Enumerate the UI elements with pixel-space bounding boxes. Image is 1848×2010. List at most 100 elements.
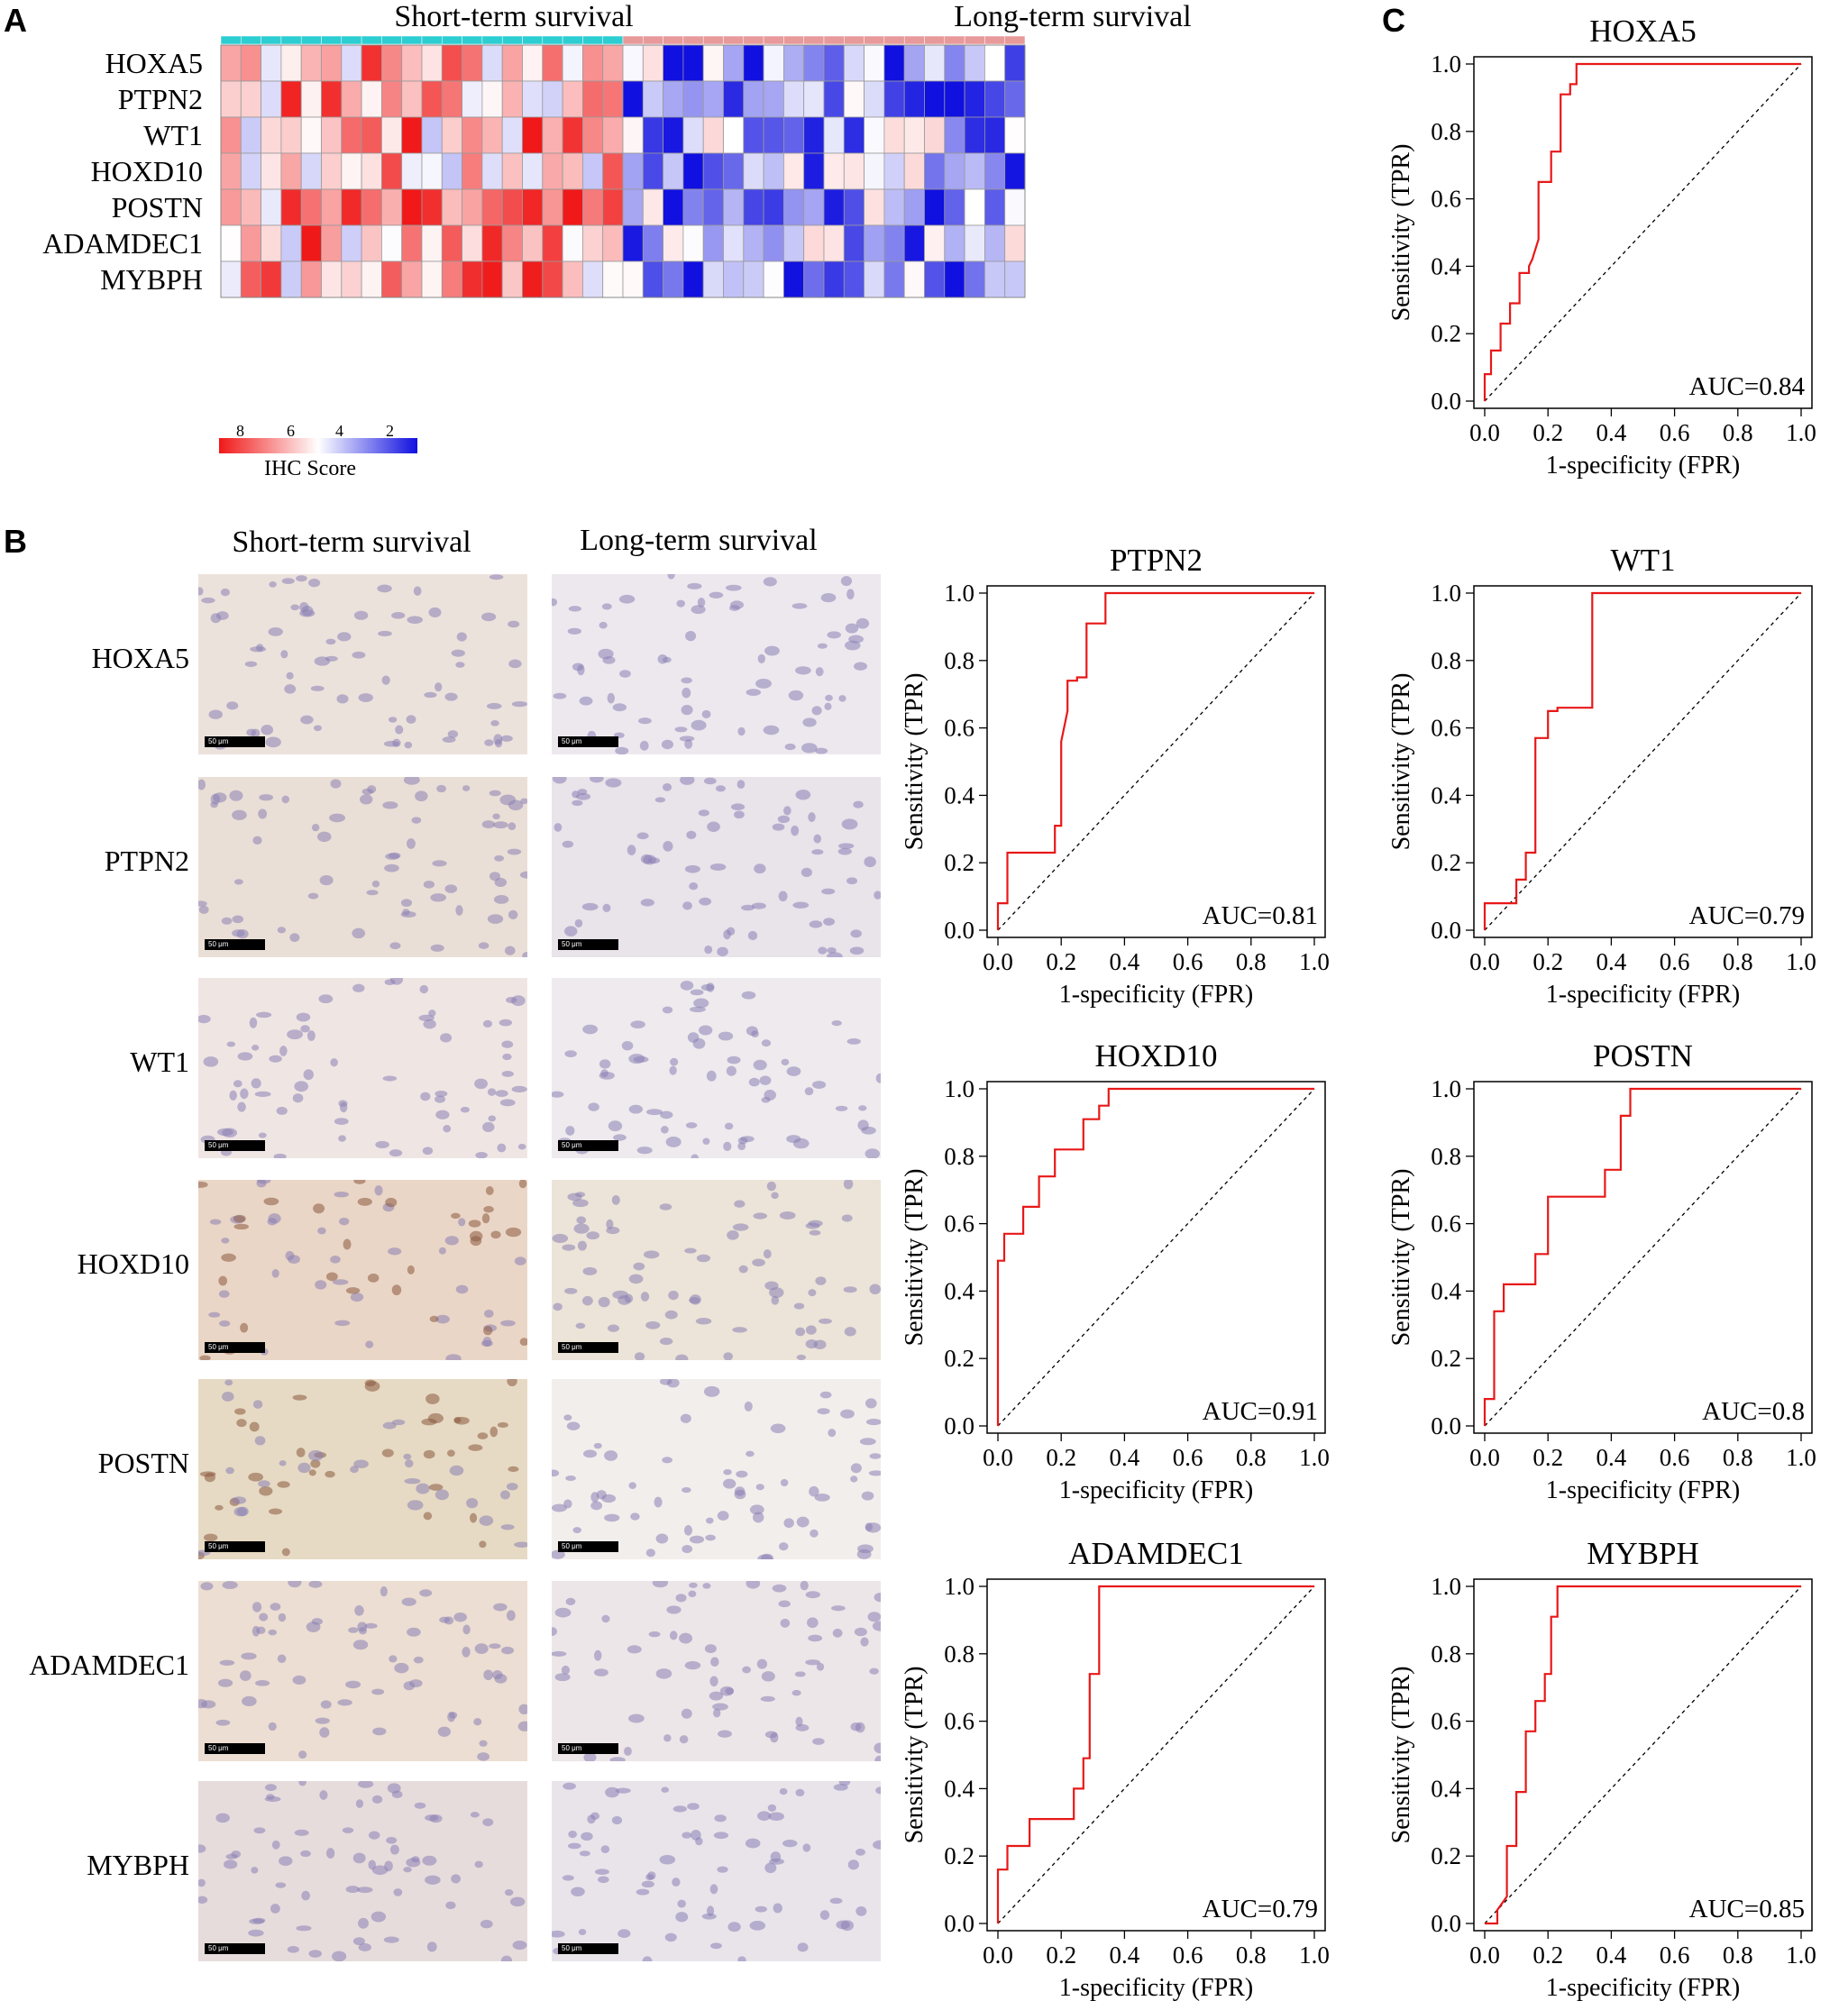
cell-nucleus [855,1849,865,1856]
group-bar-long [643,35,663,45]
heatmap-cell [361,224,382,262]
cell-nucleus [611,1194,620,1205]
ihc-col-title-long: Long-term survival [580,524,818,557]
group-bar-long [883,35,905,45]
heatmap-cell [220,260,242,298]
heatmap-cell [481,152,503,190]
heatmap-cell [803,188,825,226]
x-tick-label: 0.0 [1469,419,1500,446]
cell-nucleus [198,587,204,596]
cell-nucleus [590,1501,603,1511]
heatmap-cell [743,80,764,118]
auc-label: AUC=0.85 [1689,1895,1805,1923]
cell-nucleus [593,1442,602,1449]
cell-nucleus [615,746,629,754]
cell-nucleus [284,684,297,694]
heatmap-cell [321,80,343,118]
cell-nucleus [684,1661,701,1670]
cell-nucleus [391,612,406,619]
cell-nucleus [679,1632,693,1644]
cell-nucleus [381,675,390,685]
cell-nucleus [236,1419,247,1428]
heatmap-cell [602,116,624,154]
x-tick-label: 0.2 [1046,1941,1076,1969]
heatmap-cell [783,152,805,190]
cell-nucleus [824,702,832,711]
cell-nucleus [788,690,804,701]
cell-nucleus [791,603,808,609]
cell-nucleus [308,1950,322,1958]
panel-letter-b: B [4,523,27,560]
cell-nucleus [367,1273,380,1283]
x-axis-label: 1-specificity (FPR) [1059,1476,1253,1504]
cell-nucleus [690,1006,706,1013]
cell-nucleus [562,1244,576,1251]
group-bar-short [300,35,322,45]
cell-nucleus [575,1322,586,1329]
cell-nucleus [657,653,668,664]
cell-nucleus [519,1338,527,1346]
cell-nucleus [489,574,504,580]
cell-nucleus [371,1865,389,1876]
cell-nucleus [279,1046,288,1056]
cell-nucleus [308,1581,323,1588]
x-tick-label: 0.6 [1173,948,1203,975]
cell-nucleus [837,847,852,855]
cell-nucleus [233,1214,246,1223]
cell-nucleus [792,901,810,909]
cell-nucleus [416,1483,430,1494]
cell-nucleus [764,645,780,656]
y-tick-label: 1.0 [944,1075,974,1102]
cell-nucleus [406,838,416,849]
cell-nucleus [777,815,791,824]
cell-nucleus [234,1408,246,1415]
cell-nucleus [734,1486,746,1496]
cell-nucleus [506,1483,518,1491]
ihc-row-label: ADAMDEC1 [29,1649,189,1681]
panel-letter-c: C [1382,2,1405,39]
heatmap-cell [421,260,443,298]
cell-nucleus [485,1186,494,1195]
cell-nucleus [358,693,373,702]
cell-nucleus [602,903,611,913]
cell-nucleus [264,1784,277,1791]
cell-nucleus [683,1525,692,1536]
cell-nucleus [854,662,868,671]
x-tick-label: 0.4 [1596,948,1627,975]
cell-nucleus [237,1052,253,1061]
heatmap-cell [763,224,784,262]
cell-nucleus [403,777,420,785]
cell-nucleus [680,1413,691,1423]
y-tick-label: 0.0 [1431,388,1461,415]
cell-nucleus [784,743,796,751]
heatmap-cell [542,80,563,118]
heatmap-cell [481,44,503,82]
heatmap-cell [421,224,443,262]
heatmap-cell [723,188,745,226]
cell-nucleus [387,1783,401,1794]
cell-nucleus [691,1830,701,1841]
cell-nucleus [664,1310,678,1320]
ihc-image-short: 50 μm [198,777,527,957]
cell-nucleus [353,610,369,620]
x-tick-label: 0.6 [1173,1444,1203,1471]
cell-nucleus [565,1475,576,1481]
ihc-texture [198,978,527,1158]
heatmap-cell [903,80,925,118]
y-tick-label: 0.8 [944,647,974,674]
cell-nucleus [741,991,756,1000]
cell-nucleus [599,1059,611,1069]
group-bar-long [702,35,724,45]
heatmap-cell [421,116,443,154]
cell-nucleus [388,717,398,723]
cell-nucleus [552,1650,567,1657]
cell-nucleus [401,1597,416,1606]
scale-bar: 50 μm [558,1140,618,1151]
cell-nucleus [596,1490,607,1500]
cell-nucleus [198,1844,206,1853]
x-tick-label: 0.8 [1236,1941,1267,1969]
cell-nucleus [736,1470,748,1478]
cell-nucleus [717,1511,729,1521]
cell-nucleus [403,1453,412,1460]
cell-nucleus [352,651,366,659]
